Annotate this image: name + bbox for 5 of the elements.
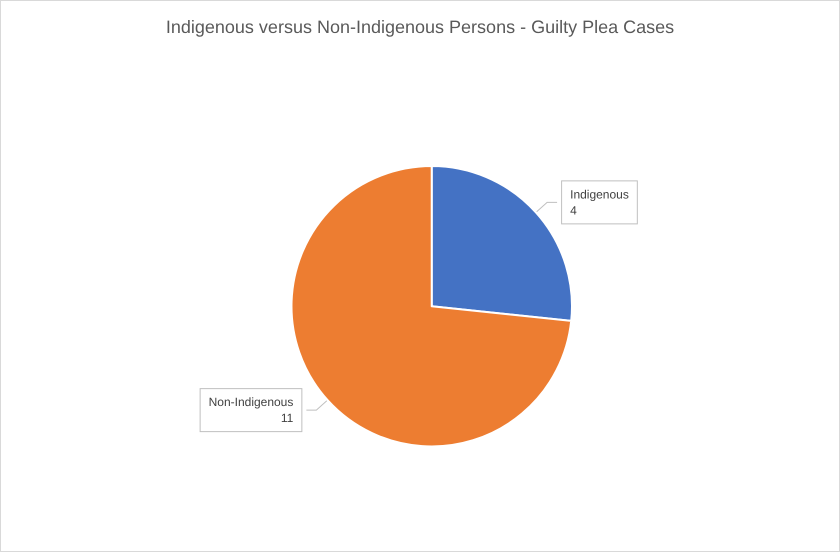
data-label: 11 xyxy=(280,411,294,426)
slice-label: Non-Indigenous xyxy=(208,395,294,410)
chart-title: Indigenous versus Non-Indigenous Persons - Guilty Plea Cases xyxy=(166,17,674,37)
slice-label: Indigenous xyxy=(570,187,629,202)
data-label: 4 xyxy=(570,203,578,218)
